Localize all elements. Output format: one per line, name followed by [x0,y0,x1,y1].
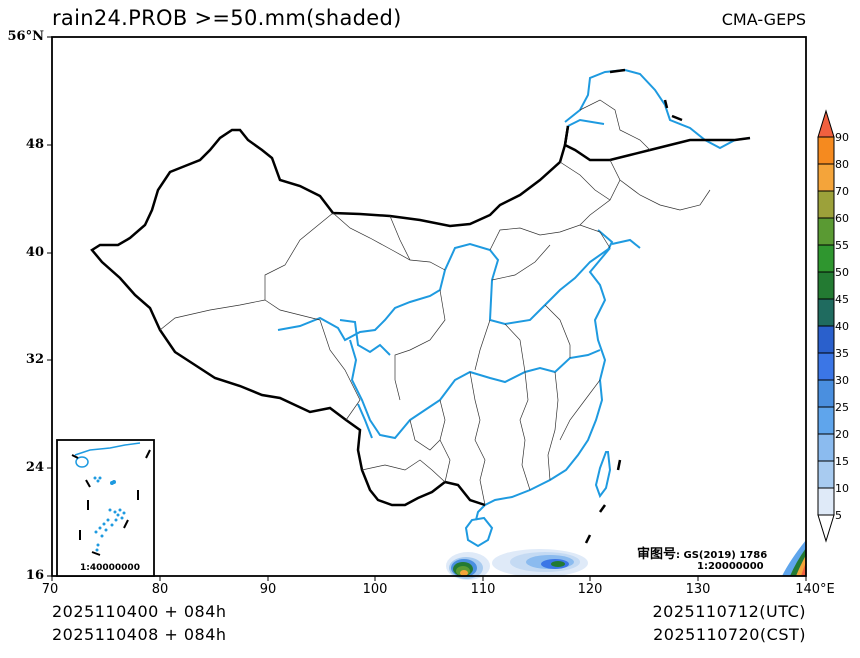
x-tick-70: 70 [41,582,59,597]
colorbar-label-80: 80 [835,158,849,171]
x-tick-90: 90 [259,582,277,597]
colorbar-label-40: 40 [835,320,849,333]
rivers-and-coastline [277,68,751,548]
map-approval-number: 审图号: GS(2019) 1786 [637,543,767,562]
national-border [90,68,751,507]
south-china-sea-inset [56,439,155,577]
y-tick-56: 56°N [7,29,44,44]
colorbar-label-50: 50 [835,266,849,279]
x-tick-130: 130 [685,582,711,597]
valid-time-cst: 2025110720(CST) [653,625,806,644]
model-source-label: CMA-GEPS [721,10,806,29]
y-tick-16: 16 [25,568,44,583]
x-tick-100: 100 [362,582,388,597]
probability-shading [446,540,806,580]
x-tick-110: 110 [470,582,496,597]
colorbar-label-10: 10 [835,482,849,495]
valid-time-utc: 2025110712(UTC) [652,602,806,621]
colorbar-label-35: 35 [835,347,849,360]
colorbar-label-55: 55 [835,239,849,252]
colorbar-label-5: 5 [835,509,842,522]
colorbar-label-70: 70 [835,185,849,198]
inset-map-scale: 1:40000000 [80,563,140,573]
colorbar-label-25: 25 [835,401,849,414]
approval-label: 审图号 [637,547,677,562]
y-tick-32: 32 [25,352,44,367]
maritime-boundary [584,459,622,544]
colorbar-label-60: 60 [835,212,849,225]
colorbar-label-90: 90 [835,131,849,144]
provincial-borders [159,99,711,506]
init-time-cst: 2025110408 + 084h [52,625,227,644]
approval-value: : GS(2019) 1786 [676,550,768,561]
x-tick-120: 120 [577,582,603,597]
colorbar-label-20: 20 [835,428,849,441]
y-tick-24: 24 [25,460,44,475]
colorbar [817,109,835,543]
y-tick-48: 48 [25,137,44,152]
y-tick-40: 40 [25,245,44,260]
main-map-scale: 1:20000000 [697,561,764,572]
map-frame [51,36,807,577]
y-axis-ticks [47,36,52,577]
x-axis-ticks [51,576,807,581]
colorbar-label-15: 15 [835,455,849,468]
colorbar-label-30: 30 [835,374,849,387]
chart-title: rain24.PROB >=50.mm(shaded) [52,6,402,30]
x-tick-140: 140°E [795,582,835,597]
colorbar-label-45: 45 [835,293,849,306]
x-tick-80: 80 [151,582,169,597]
init-time-utc: 2025110400 + 084h [52,602,227,621]
